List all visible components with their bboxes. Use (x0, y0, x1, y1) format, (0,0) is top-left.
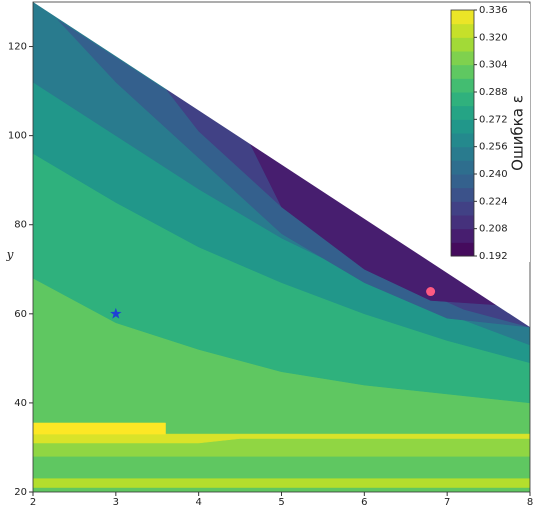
colorbar-step (451, 105, 474, 120)
y-tick-label: 20 (14, 487, 27, 498)
colorbar-label: Ошибка ε (509, 95, 527, 171)
x-tick-label: 7 (444, 497, 450, 508)
contour-region (33, 422, 166, 435)
colorbar-tick-label: 0.272 (479, 114, 508, 125)
x-tick-label: 8 (527, 497, 533, 508)
y-axis-label: y (6, 248, 14, 262)
colorbar-step (451, 10, 474, 25)
y-tick-label: 120 (8, 42, 27, 53)
empty-region (33, 2, 530, 328)
colorbar-step (451, 37, 474, 52)
y-tick-label: 60 (14, 309, 27, 320)
colorbar-tick-label: 0.192 (479, 251, 508, 262)
marker-star (110, 307, 122, 319)
colorbar-step (451, 160, 474, 175)
colorbar-step (451, 228, 474, 243)
x-tick-label: 6 (361, 497, 367, 508)
colorbar-tick-label: 0.320 (479, 32, 508, 43)
colorbar-step (451, 64, 474, 79)
y-tick-label: 40 (14, 398, 27, 409)
colorbar-tick-label: 0.224 (479, 196, 508, 207)
colorbar-step (451, 92, 474, 107)
colorbar-step (451, 78, 474, 93)
colorbar-step (451, 215, 474, 230)
colorbar-tick-label: 0.208 (479, 224, 508, 235)
colorbar-step (451, 201, 474, 216)
contour-field (33, 2, 530, 492)
x-tick-label: 2 (30, 497, 36, 508)
x-tick-label: 5 (278, 497, 284, 508)
colorbar-step (451, 242, 474, 257)
colorbar-step (451, 187, 474, 202)
colorbar-tick-label: 0.240 (479, 169, 508, 180)
colorbar-tick-label: 0.288 (479, 87, 508, 98)
colorbar-step (451, 119, 474, 134)
colorbar-step (451, 174, 474, 189)
colorbar-step (451, 133, 474, 148)
colorbar-tick-label: 0.304 (479, 60, 508, 71)
y-tick-label: 80 (14, 220, 27, 231)
contour-region (33, 478, 530, 488)
colorbar-tick-label: 0.336 (479, 5, 508, 16)
marker-point (426, 287, 436, 297)
colorbar-tick-label: 0.256 (479, 142, 508, 153)
contour-region (33, 433, 530, 444)
colorbar: 0.192 0.208 0.224 0.240 0.256 0.272 0.288 0.304… (450, 5, 508, 262)
colorbar-step (451, 51, 474, 66)
x-tick-label: 4 (195, 497, 201, 508)
colorbar-step (451, 146, 474, 161)
x-tick-label: 3 (113, 497, 119, 508)
y-tick-label: 100 (8, 131, 27, 142)
colorbar-step (451, 23, 474, 38)
colorbar-frame (450, 9, 475, 257)
